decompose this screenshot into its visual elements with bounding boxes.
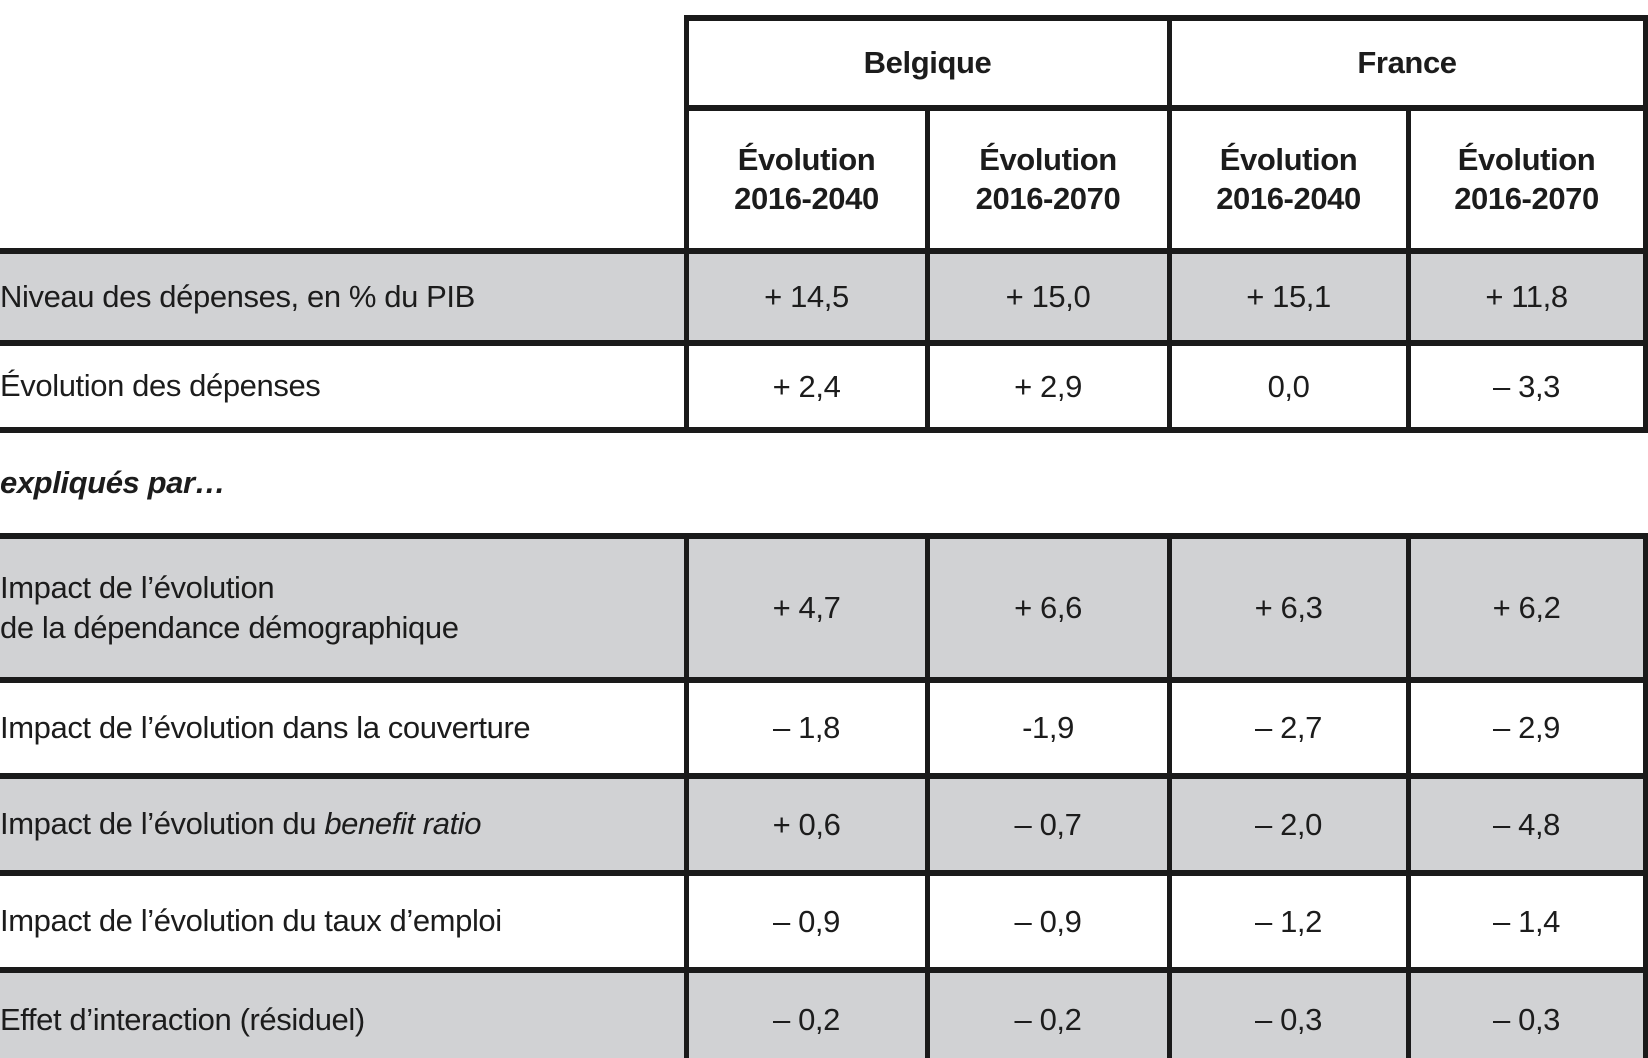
- value-cell: – 2,0: [1166, 773, 1411, 876]
- row-label-cell: Impact de l’évolution de la dépendance d…: [0, 533, 689, 683]
- table-row: Impact de l’évolution dans la couverture…: [0, 677, 1648, 779]
- value-cell: -1,9: [924, 677, 1172, 779]
- value-cell: + 14,5: [683, 248, 930, 346]
- table-row: Impact de l’évolution de la dépendance d…: [0, 533, 1648, 683]
- value-cell: – 1,4: [1405, 870, 1648, 973]
- sub-header-fr-2040: Évolution 2016-2040: [1166, 105, 1411, 254]
- table-row: Effet d’interaction (résiduel) – 0,2 – 0…: [0, 967, 1648, 1058]
- value-cell: – 2,9: [1405, 677, 1648, 779]
- row-label-cell: Évolution des dépenses: [0, 340, 689, 433]
- value-cell: – 1,8: [683, 677, 930, 779]
- row-label-cell: Impact de l’évolution du taux d’emploi: [0, 870, 689, 973]
- row-label-italic-text: benefit ratio: [324, 806, 482, 842]
- value-cell: + 4,7: [683, 533, 930, 683]
- row-label-cell: Impact de l’évolution du benefit ratio: [0, 773, 689, 876]
- value-cell: – 0,3: [1405, 967, 1648, 1058]
- value-cell: + 6,6: [924, 533, 1172, 683]
- row-label-cell: Niveau des dépenses, en % du PIB: [0, 248, 689, 346]
- blank-corner-cell: [0, 18, 686, 108]
- value-cell: – 0,7: [924, 773, 1172, 876]
- table-row: Impact de l’évolution du benefit ratio +…: [0, 773, 1648, 876]
- sub-header-be-2070: Évolution 2016-2070: [924, 105, 1172, 254]
- row-label-cell: Effet d’interaction (résiduel): [0, 967, 689, 1058]
- table-row-country-header: Belgique France: [0, 15, 1648, 111]
- value-cell: – 0,9: [924, 870, 1172, 973]
- value-cell: – 1,2: [1166, 870, 1411, 973]
- table-row: Niveau des dépenses, en % du PIB + 14,5 …: [0, 248, 1648, 346]
- separator-cell: expliqués par…: [0, 427, 1646, 539]
- group-header-france: France: [1166, 15, 1648, 111]
- value-cell: + 2,4: [683, 340, 930, 433]
- group-header-belgique: Belgique: [683, 15, 1172, 111]
- value-cell: – 0,2: [924, 967, 1172, 1058]
- value-cell: – 0,3: [1166, 967, 1411, 1058]
- value-cell: + 6,3: [1166, 533, 1411, 683]
- blank-corner-cell: [0, 108, 686, 251]
- value-cell: – 4,8: [1405, 773, 1648, 876]
- table-row-period-header: Évolution 2016-2040 Évolution 2016-2070 …: [0, 105, 1648, 254]
- row-label-text: Impact de l’évolution du: [0, 806, 325, 842]
- table-row: Évolution des dépenses + 2,4 + 2,9 0,0 –…: [0, 340, 1648, 433]
- sub-header-fr-2070: Évolution 2016-2070: [1405, 105, 1648, 254]
- value-cell: 0,0: [1166, 340, 1411, 433]
- value-cell: + 15,1: [1166, 248, 1411, 346]
- table-row: Impact de l’évolution du taux d’emploi –…: [0, 870, 1648, 973]
- row-label-cell: Impact de l’évolution dans la couverture: [0, 677, 689, 779]
- value-cell: + 0,6: [683, 773, 930, 876]
- value-cell: – 2,7: [1166, 677, 1411, 779]
- value-cell: – 0,2: [683, 967, 930, 1058]
- pension-expenditure-table: Belgique France Évolution 2016-2040 Évol…: [0, 15, 1648, 1058]
- table-row-separator: expliqués par…: [0, 427, 1646, 539]
- value-cell: + 2,9: [924, 340, 1172, 433]
- value-cell: – 0,9: [683, 870, 930, 973]
- value-cell: + 6,2: [1405, 533, 1648, 683]
- sub-header-be-2040: Évolution 2016-2040: [683, 105, 930, 254]
- value-cell: + 11,8: [1405, 248, 1648, 346]
- value-cell: + 15,0: [924, 248, 1172, 346]
- value-cell: – 3,3: [1405, 340, 1648, 433]
